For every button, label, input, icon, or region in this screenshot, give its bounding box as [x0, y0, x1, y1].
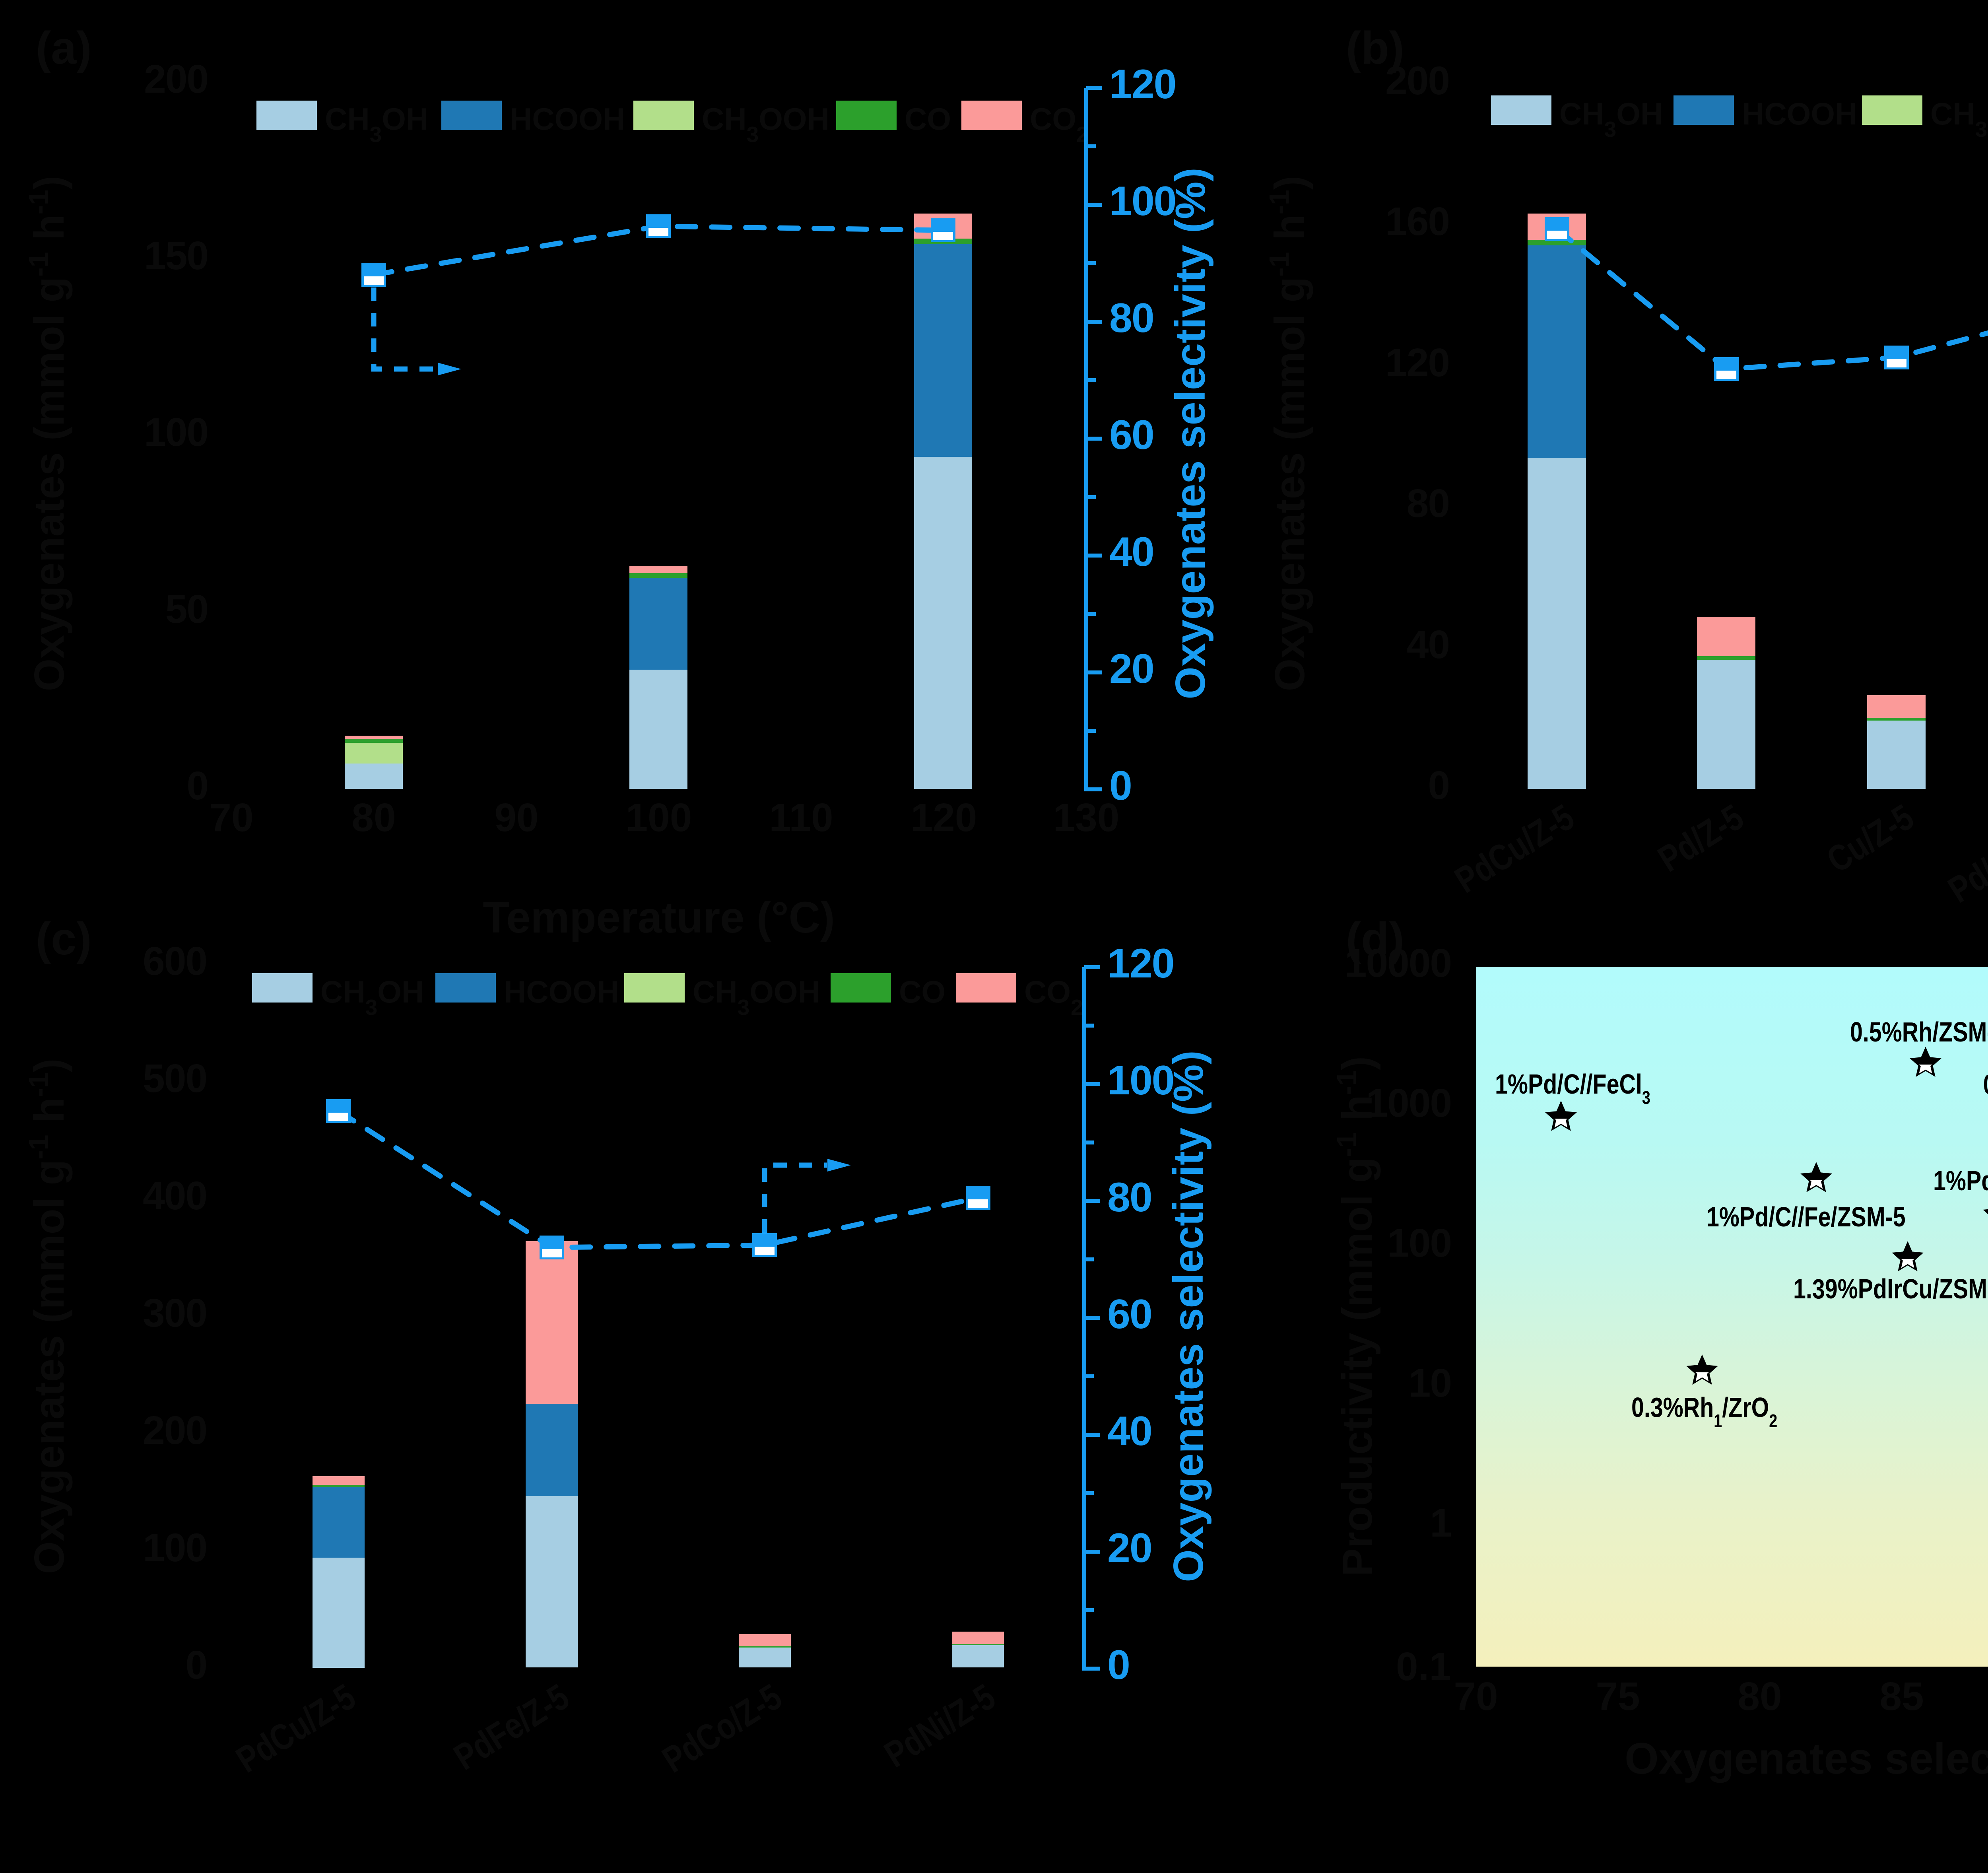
svg-text:100: 100	[1107, 1057, 1174, 1104]
svg-text:500: 500	[143, 1056, 207, 1101]
svg-text:75: 75	[1596, 1674, 1640, 1719]
svg-text:Oxygenates selectivity (%): Oxygenates selectivity (%)	[1167, 167, 1214, 699]
svg-text:Oxygenates (mmol g-1 h-1): Oxygenates (mmol g-1 h-1)	[23, 176, 73, 692]
svg-text:40: 40	[1107, 1408, 1152, 1454]
svg-text:1.39%PdIrCu/ZSM-5: 1.39%PdIrCu/ZSM-5	[1793, 1273, 1988, 1305]
svg-text:120: 120	[1109, 61, 1176, 107]
svg-text:130: 130	[1053, 795, 1120, 840]
svg-text:60: 60	[1107, 1291, 1152, 1337]
svg-text:120: 120	[1107, 940, 1174, 987]
svg-text:160: 160	[1385, 199, 1449, 244]
svg-text:(d): (d)	[1346, 913, 1404, 964]
svg-text:HCOOH: HCOOH	[510, 101, 625, 136]
svg-text:HCOOH: HCOOH	[1742, 96, 1857, 131]
svg-text:0.5%Rh/ZSM-5: 0.5%Rh/ZSM-5	[1850, 1016, 1988, 1048]
svg-text:(b): (b)	[1346, 23, 1404, 74]
svg-text:Oxygenates selectivity (%): Oxygenates selectivity (%)	[1165, 1050, 1212, 1582]
svg-text:300: 300	[143, 1291, 207, 1335]
svg-text:0: 0	[1428, 763, 1449, 808]
svg-text:20: 20	[1107, 1525, 1152, 1571]
svg-text:0: 0	[185, 1643, 207, 1687]
svg-text:80: 80	[1738, 1674, 1782, 1719]
svg-text:70: 70	[1454, 1674, 1498, 1719]
svg-text:HCOOH: HCOOH	[504, 974, 619, 1009]
svg-text:100: 100	[143, 1525, 207, 1570]
svg-text:70: 70	[209, 795, 253, 840]
svg-text:150: 150	[144, 233, 208, 278]
svg-text:90: 90	[494, 795, 538, 840]
svg-text:80: 80	[1109, 295, 1154, 341]
svg-text:(a): (a)	[36, 23, 92, 74]
svg-text:0.1: 0.1	[1396, 1644, 1451, 1689]
svg-text:0: 0	[1109, 763, 1132, 809]
svg-text:80: 80	[1107, 1174, 1152, 1220]
svg-text:0.3%Rh/CeO2: 0.3%Rh/CeO2	[1983, 1069, 1988, 1108]
svg-text:10: 10	[1409, 1361, 1451, 1405]
svg-text:100: 100	[626, 795, 692, 840]
svg-text:1: 1	[1430, 1501, 1451, 1545]
svg-text:100: 100	[144, 410, 208, 455]
svg-text:110: 110	[769, 795, 833, 840]
svg-text:Oxygenates (mmol g-1 h-1): Oxygenates (mmol g-1 h-1)	[1264, 176, 1313, 692]
svg-text:40: 40	[1407, 622, 1449, 667]
svg-text:Oxygenates selectivity (%): Oxygenates selectivity (%)	[1625, 1734, 1988, 1783]
svg-text:10000: 10000	[1345, 941, 1451, 985]
svg-text:CO: CO	[905, 101, 951, 136]
svg-text:40: 40	[1109, 529, 1154, 575]
svg-text:200: 200	[1385, 58, 1449, 103]
svg-text:200: 200	[143, 1408, 207, 1453]
svg-text:120: 120	[911, 795, 977, 840]
svg-text:60: 60	[1109, 412, 1154, 458]
svg-text:Temperature (°C): Temperature (°C)	[483, 893, 835, 942]
svg-text:20: 20	[1109, 646, 1154, 692]
svg-text:100: 100	[1387, 1221, 1451, 1265]
svg-text:50: 50	[165, 587, 208, 631]
svg-text:(c): (c)	[36, 913, 92, 964]
svg-text:400: 400	[143, 1174, 207, 1218]
svg-text:85: 85	[1879, 1674, 1924, 1719]
svg-text:0: 0	[186, 764, 208, 808]
svg-text:600: 600	[143, 939, 207, 983]
svg-text:80: 80	[1407, 481, 1449, 526]
svg-text:1%Pd/C//Fe/ZSM-5: 1%Pd/C//Fe/ZSM-5	[1706, 1201, 1906, 1233]
svg-text:CO: CO	[899, 974, 945, 1009]
svg-text:80: 80	[351, 795, 396, 840]
svg-text:100: 100	[1109, 178, 1176, 224]
svg-text:0: 0	[1107, 1642, 1130, 1688]
svg-text:1000: 1000	[1366, 1081, 1451, 1125]
svg-text:200: 200	[144, 57, 208, 101]
svg-text:120: 120	[1385, 340, 1449, 385]
